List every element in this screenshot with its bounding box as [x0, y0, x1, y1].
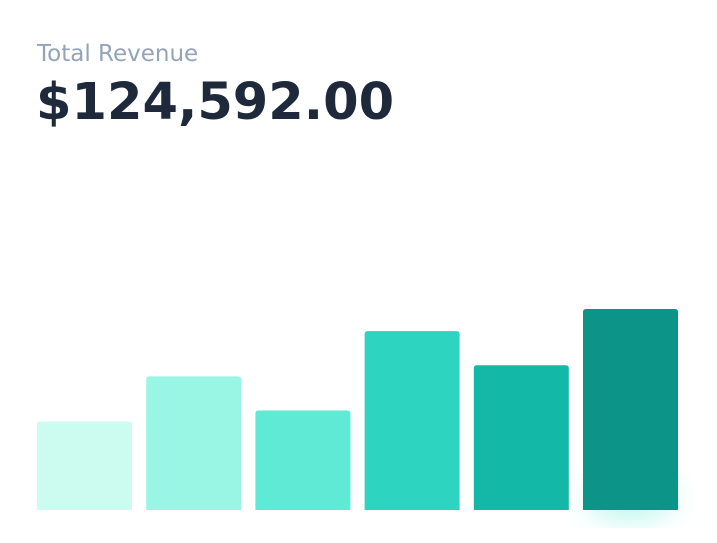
total-revenue-label: Total Revenue [37, 41, 199, 67]
bar-4[interactable] [364, 331, 460, 510]
bar-5[interactable] [473, 365, 569, 510]
bar-1[interactable] [37, 421, 132, 510]
bars-group [37, 309, 678, 510]
bar-2[interactable] [146, 376, 242, 510]
bar-3[interactable] [255, 410, 351, 510]
total-revenue-value: $124,592.00 [36, 73, 395, 132]
bar-6[interactable] [583, 309, 678, 510]
